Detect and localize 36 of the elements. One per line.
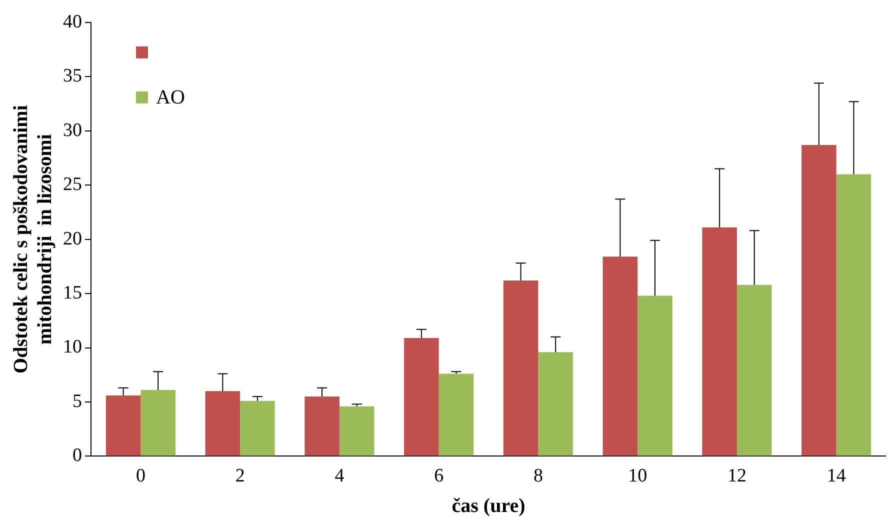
y-tick-label: 0 xyxy=(72,445,82,466)
bar xyxy=(438,374,474,456)
bar xyxy=(638,296,672,456)
bar xyxy=(503,280,538,456)
y-tick-label: 10 xyxy=(63,336,82,358)
bar xyxy=(106,395,141,456)
bar xyxy=(339,406,374,456)
bar xyxy=(736,284,772,456)
bar xyxy=(836,174,872,456)
bar xyxy=(140,390,176,456)
bar xyxy=(802,144,836,456)
y-tick-label: 20 xyxy=(63,228,82,250)
bar xyxy=(205,391,240,456)
bar xyxy=(304,396,340,456)
x-tick-label: 0 xyxy=(136,466,146,487)
bar xyxy=(538,352,573,456)
x-tick-label: 8 xyxy=(533,466,543,487)
y-tick-label: 40 xyxy=(63,11,82,32)
bar xyxy=(702,227,737,456)
bar xyxy=(240,400,275,456)
y-tick-label: 5 xyxy=(72,390,82,412)
bar xyxy=(602,256,638,456)
x-tick-label: 12 xyxy=(727,466,746,487)
y-tick-label: 35 xyxy=(63,66,82,87)
x-tick-label: 4 xyxy=(334,466,345,487)
y-tick-label: 15 xyxy=(63,282,82,304)
bar xyxy=(404,338,439,456)
x-tick-label: 6 xyxy=(434,466,444,487)
x-tick-label: 14 xyxy=(826,466,846,487)
y-tick-label: 25 xyxy=(63,174,82,196)
x-tick-label: 10 xyxy=(628,466,648,487)
legend-label: AO xyxy=(156,86,185,109)
y-tick-label: 30 xyxy=(63,120,82,141)
y-axis-title: Odstotek celic s poškodovanimi mitohondriji in lizosomi xyxy=(10,104,56,374)
x-tick-label: 2 xyxy=(235,466,245,487)
x-axis-title: čas (ure) xyxy=(452,495,526,518)
